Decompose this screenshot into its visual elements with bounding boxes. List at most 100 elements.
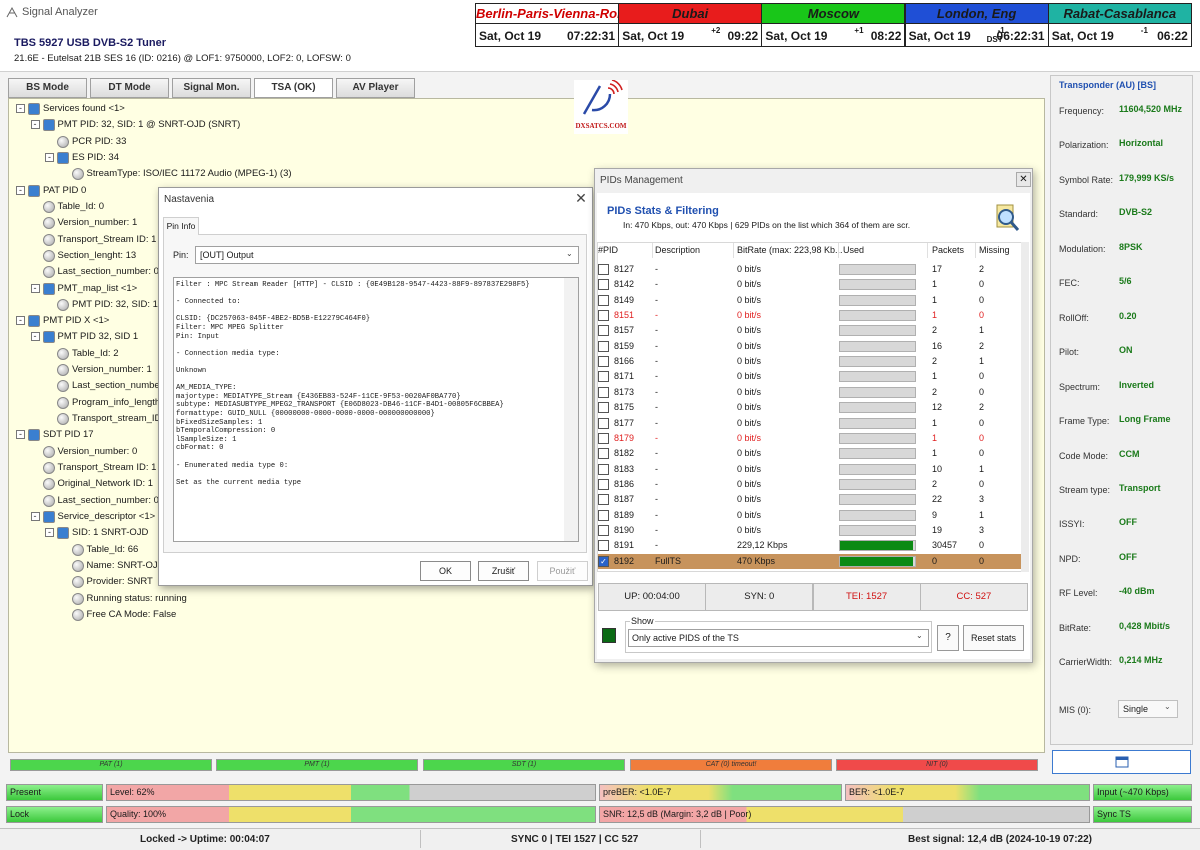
tab[interactable]: Signal Mon. — [172, 78, 251, 98]
column-header[interactable]: Description — [655, 245, 701, 255]
row-checkbox[interactable] — [598, 463, 609, 475]
used-track — [839, 264, 916, 275]
tree-expander[interactable]: - — [45, 152, 54, 162]
row-checkbox[interactable] — [598, 325, 609, 337]
tree-expander[interactable]: - — [16, 104, 25, 113]
tree-icon — [71, 608, 84, 621]
tab[interactable]: TSA (OK) — [254, 78, 333, 98]
tree-expander[interactable]: - — [16, 185, 25, 195]
tree-label[interactable]: PMT PID 32, SID 1 — [57, 331, 139, 343]
tab[interactable]: DT Mode — [90, 78, 169, 98]
tree-label[interactable]: PAT PID 0 — [43, 184, 87, 196]
row-checkbox[interactable] — [598, 417, 609, 429]
tree-label[interactable]: Version_number: 0 — [57, 445, 138, 457]
tab[interactable]: BS Mode — [8, 78, 87, 98]
tree-label[interactable]: StreamType: ISO/IEC 11172 Audio (MPEG-1)… — [86, 168, 292, 180]
tree-label[interactable]: PMT_map_list <1> — [57, 282, 138, 294]
row-checkbox[interactable] — [598, 386, 609, 398]
tree-expander[interactable]: - — [16, 316, 25, 326]
help-button[interactable]: ? — [937, 625, 959, 651]
dialog-button[interactable]: OK — [420, 561, 471, 581]
bitrate-cell: 0 bit/s — [737, 371, 762, 382]
tree-label[interactable]: Transport_Stream ID: 1 — [57, 462, 157, 474]
tree-expander[interactable]: - — [30, 332, 40, 342]
tree-label[interactable]: SDT PID 17 — [43, 429, 94, 441]
packets-cell: 1 — [932, 417, 938, 428]
tree-expander[interactable]: - — [16, 430, 25, 440]
description-cell: - — [655, 264, 658, 274]
row-checkbox[interactable] — [598, 402, 609, 414]
column-header[interactable]: Used — [843, 245, 865, 255]
row-checkbox[interactable] — [598, 540, 609, 552]
dialog-button: Použiť — [537, 561, 588, 581]
tree-expander[interactable]: - — [30, 120, 40, 130]
tree-label[interactable]: Provider: SNRT — [86, 576, 153, 588]
tree-label[interactable]: Table_Id: 66 — [86, 543, 139, 555]
row-checkbox[interactable] — [598, 264, 609, 275]
used-bar — [840, 556, 913, 566]
dialog-tab[interactable]: Pin Info — [163, 217, 199, 235]
tree-expander[interactable]: - — [30, 512, 40, 521]
tab[interactable]: AV Player — [336, 78, 415, 98]
show-select[interactable]: Only active PIDS of the TS — [628, 629, 929, 647]
row-checkbox[interactable] — [598, 432, 609, 444]
row-checkbox[interactable] — [598, 356, 609, 368]
tree-label[interactable]: Service_descriptor <1> — [57, 511, 156, 522]
tree-label[interactable]: Services found <1> — [43, 103, 125, 114]
column-header[interactable]: Packets — [932, 245, 965, 255]
tree-label[interactable]: PMT PID: 32, SID: 1 @ SNRT-OJD (SNRT) — [57, 119, 241, 131]
pin-select[interactable]: [OUT] Output — [195, 246, 579, 264]
row-checkbox[interactable] — [598, 310, 609, 322]
tree-label[interactable]: SID: 1 SNRT-OJD — [72, 527, 149, 539]
tree-label[interactable]: Name: SNRT-OJD — [86, 559, 165, 571]
tree-label[interactable]: ES PID: 34 — [72, 151, 119, 163]
row-checkbox[interactable] — [598, 279, 609, 291]
row-checkbox[interactable] — [598, 494, 609, 506]
reset-button[interactable]: Reset stats — [963, 625, 1024, 651]
packets-cell: 1 — [932, 432, 938, 443]
tree-label[interactable]: PMT PID: 32, SID: 1 — [72, 298, 158, 310]
mis-select[interactable]: Single — [1118, 700, 1178, 718]
tree-label[interactable]: Table_Id: 0 — [57, 200, 104, 212]
tree-label[interactable]: PMT PID X <1> — [43, 315, 110, 327]
row-checkbox[interactable] — [598, 294, 609, 306]
clock-offset: -1 — [1140, 26, 1148, 35]
tree-label[interactable]: Last_section_number: — [72, 380, 166, 392]
column-header[interactable]: #PID — [598, 245, 619, 255]
column-header[interactable]: Missing — [979, 245, 1010, 255]
tree-label[interactable]: PCR PID: 33 — [72, 135, 127, 147]
row-checkbox[interactable] — [598, 509, 609, 521]
tree-label[interactable]: Free CA Mode: False — [86, 608, 177, 620]
bitrate-cell: 0 bit/s — [737, 279, 762, 290]
pids-status-cell: CC: 527 — [919, 583, 1028, 611]
dialog-close[interactable]: ✕ — [575, 190, 587, 206]
description-cell: - — [655, 478, 658, 489]
row-checkbox[interactable] — [598, 524, 609, 536]
tree-icon — [57, 151, 69, 164]
tree-label[interactable]: Program_info_length: — [72, 396, 163, 408]
row-checkbox[interactable] — [598, 478, 609, 490]
tree-label[interactable]: Section_lenght: 13 — [57, 249, 137, 261]
tree-label[interactable]: Transport_stream_ID: ( — [72, 413, 170, 425]
tree-label[interactable]: Original_Network ID: 1 — [57, 478, 154, 490]
dialog-button[interactable]: Zrušiť — [478, 561, 529, 581]
column-header[interactable]: BitRate (max: 223,98 Kb... — [737, 245, 843, 255]
pids-title: PIDs Management — [600, 175, 683, 186]
tree-expander[interactable]: - — [30, 283, 40, 293]
row-checkbox[interactable] — [598, 371, 609, 383]
tree-label[interactable]: Transport_Stream ID: 1 — [57, 233, 157, 245]
tree-label[interactable]: Version_number: 1 — [72, 364, 152, 376]
row-checkbox[interactable]: ✓ — [598, 555, 609, 567]
row-checkbox[interactable] — [598, 448, 609, 460]
row-checkbox[interactable] — [598, 340, 609, 352]
tree-label[interactable]: Version_number: 1 — [57, 217, 138, 229]
info-text-line: Filter: MPC MPEG Splitter — [176, 324, 284, 332]
tree-icon — [42, 494, 55, 507]
field-value: 8PSK — [1119, 241, 1143, 252]
tree-label[interactable]: Last_section_number: 0 — [57, 494, 159, 506]
tree-expander[interactable]: - — [45, 528, 54, 538]
tree-label[interactable]: Last_section_number: 0 — [57, 266, 159, 278]
tree-label[interactable]: Table_Id: 2 — [72, 347, 119, 359]
pids-close[interactable]: ✕ — [1016, 172, 1031, 187]
tree-label[interactable]: Running status: running — [86, 592, 187, 604]
